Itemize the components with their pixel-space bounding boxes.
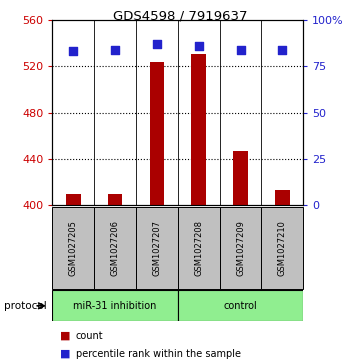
Text: ■: ■ [60,349,70,359]
Point [112,47,118,53]
Bar [52,207,94,289]
Text: GDS4598 / 7919637: GDS4598 / 7919637 [113,9,248,22]
Bar [191,53,206,205]
Text: GSM1027210: GSM1027210 [278,220,287,276]
Text: count: count [76,331,104,341]
Point [154,41,160,47]
Text: GSM1027208: GSM1027208 [194,220,203,276]
Point [238,47,243,53]
Text: percentile rank within the sample: percentile rank within the sample [76,349,241,359]
Text: miR-31 inhibition: miR-31 inhibition [73,301,157,311]
Bar [275,190,290,205]
Text: ■: ■ [60,331,70,341]
Text: protocol: protocol [4,301,46,311]
Bar [108,193,122,205]
Point [279,47,285,53]
Text: GSM1027207: GSM1027207 [152,220,161,276]
Text: GSM1027205: GSM1027205 [69,220,78,276]
Bar [136,207,178,289]
Bar [261,207,303,289]
Point [70,48,76,53]
Bar [66,193,81,205]
Bar [178,290,303,321]
Bar [219,207,261,289]
Bar [233,151,248,205]
Text: GSM1027209: GSM1027209 [236,220,245,276]
Text: control: control [224,301,257,311]
Bar [178,207,219,289]
Text: GSM1027206: GSM1027206 [110,220,119,276]
Point [196,43,201,49]
Bar [52,290,178,321]
Bar [94,207,136,289]
Bar [149,62,164,205]
